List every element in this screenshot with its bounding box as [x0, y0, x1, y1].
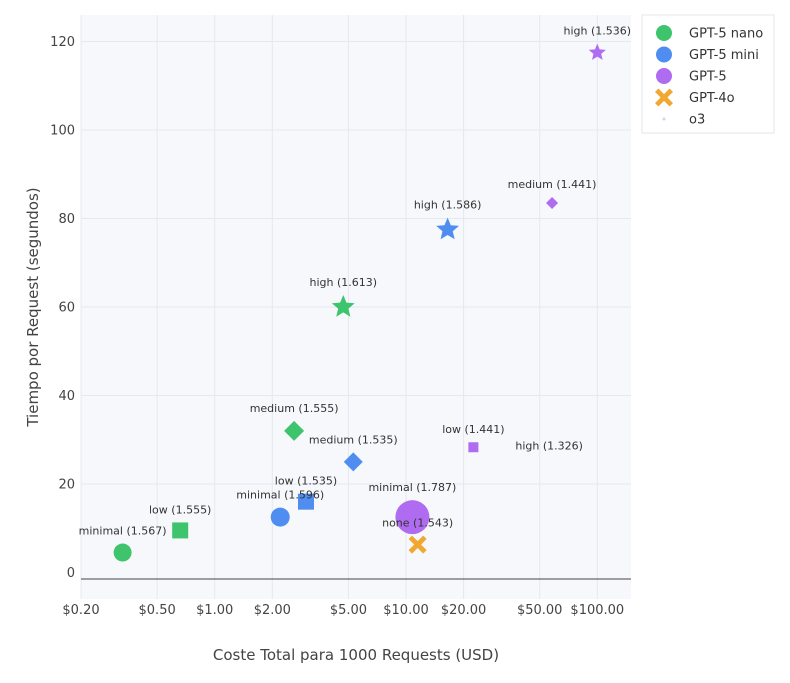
x-tick-label: $2.00	[254, 603, 291, 618]
legend-marker	[656, 68, 672, 84]
data-point-square	[468, 442, 479, 453]
x-axis-title: Coste Total para 1000 Requests (USD)	[213, 646, 499, 664]
point-label: minimal (1.567)	[79, 525, 167, 538]
y-tick-label: 20	[58, 477, 75, 492]
point-label: medium (1.555)	[250, 402, 339, 415]
legend-label[interactable]: GPT-5 nano	[689, 27, 763, 42]
y-tick-label: 80	[58, 212, 75, 227]
y-axis-title: Tiempo por Request (segundos)	[24, 187, 42, 427]
legend-label[interactable]: GPT-4o	[689, 91, 735, 106]
y-axis-ticks: 0 20 40 60 80 100 120	[50, 35, 75, 581]
data-point-diamond	[284, 420, 305, 441]
legend-marker	[656, 25, 672, 41]
x-tick-label: $100.00	[570, 603, 624, 618]
point-label: high (1.613)	[310, 276, 378, 289]
x-tick-label: $0.20	[62, 603, 99, 618]
data-point-square	[172, 522, 189, 539]
data-point-star	[331, 295, 355, 317]
grid-layer	[80, 15, 631, 599]
data-points	[113, 43, 606, 562]
x-tick-label: $5.00	[330, 603, 367, 618]
point-label: high (1.536)	[564, 25, 632, 38]
point-label: low (1.535)	[275, 475, 337, 488]
y-tick-label: 0	[67, 566, 75, 581]
data-point-circle	[395, 500, 430, 535]
data-point-circle	[113, 543, 132, 562]
point-label: low (1.555)	[149, 503, 211, 516]
data-point-diamond	[546, 197, 559, 210]
legend-label[interactable]: GPT-5 mini	[689, 48, 759, 63]
point-labels: minimal (1.567) low (1.555) medium (1.555)…	[79, 25, 631, 538]
legend[interactable]: GPT-5 nano GPT-5 mini GPT-5 GPT-4o o3	[641, 14, 775, 134]
data-point-star	[588, 43, 606, 60]
x-tick-label: $1.00	[196, 603, 233, 618]
data-point-square	[297, 493, 314, 510]
point-label: none (1.543)	[382, 517, 453, 530]
data-point-circle	[270, 507, 290, 527]
point-label: medium (1.441)	[508, 178, 597, 191]
legend-label[interactable]: o3	[689, 113, 705, 128]
legend-marker	[655, 88, 673, 107]
point-label: medium (1.535)	[309, 433, 398, 446]
data-point-x	[408, 535, 427, 554]
legend-label[interactable]: GPT-5	[689, 70, 727, 85]
data-point-star	[436, 217, 460, 240]
y-tick-label: 100	[50, 124, 75, 139]
x-tick-label: $10.00	[383, 603, 429, 618]
x-tick-label: $0.50	[139, 603, 176, 618]
y-tick-label: 120	[50, 35, 75, 50]
point-label: minimal (1.596)	[236, 489, 324, 502]
point-label: low (1.441)	[442, 423, 504, 436]
legend-marker	[656, 46, 672, 63]
point-label: high (1.326)	[515, 440, 583, 453]
x-axis-ticks: $0.20 $0.50 $1.00 $2.00 $5.00 $10.00 $20.00 $50…	[62, 603, 624, 618]
x-tick-label: $50.00	[517, 603, 563, 618]
y-tick-label: 40	[58, 389, 75, 404]
data-point-diamond	[343, 452, 363, 472]
point-label: minimal (1.787)	[368, 481, 456, 494]
legend-marker	[662, 117, 666, 121]
x-tick-label: $20.00	[441, 603, 487, 618]
point-label: high (1.586)	[414, 199, 482, 212]
y-tick-label: 60	[58, 301, 75, 316]
